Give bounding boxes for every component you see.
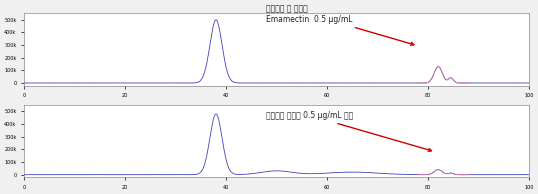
Text: 유도체화 된 표준품
Emamectin  0.5 μg/mL: 유도체화 된 표준품 Emamectin 0.5 μg/mL: [266, 5, 414, 45]
Text: 백수오에 표준품 0.5 μg/mL 첨가: 백수오에 표준품 0.5 μg/mL 첨가: [266, 111, 431, 151]
